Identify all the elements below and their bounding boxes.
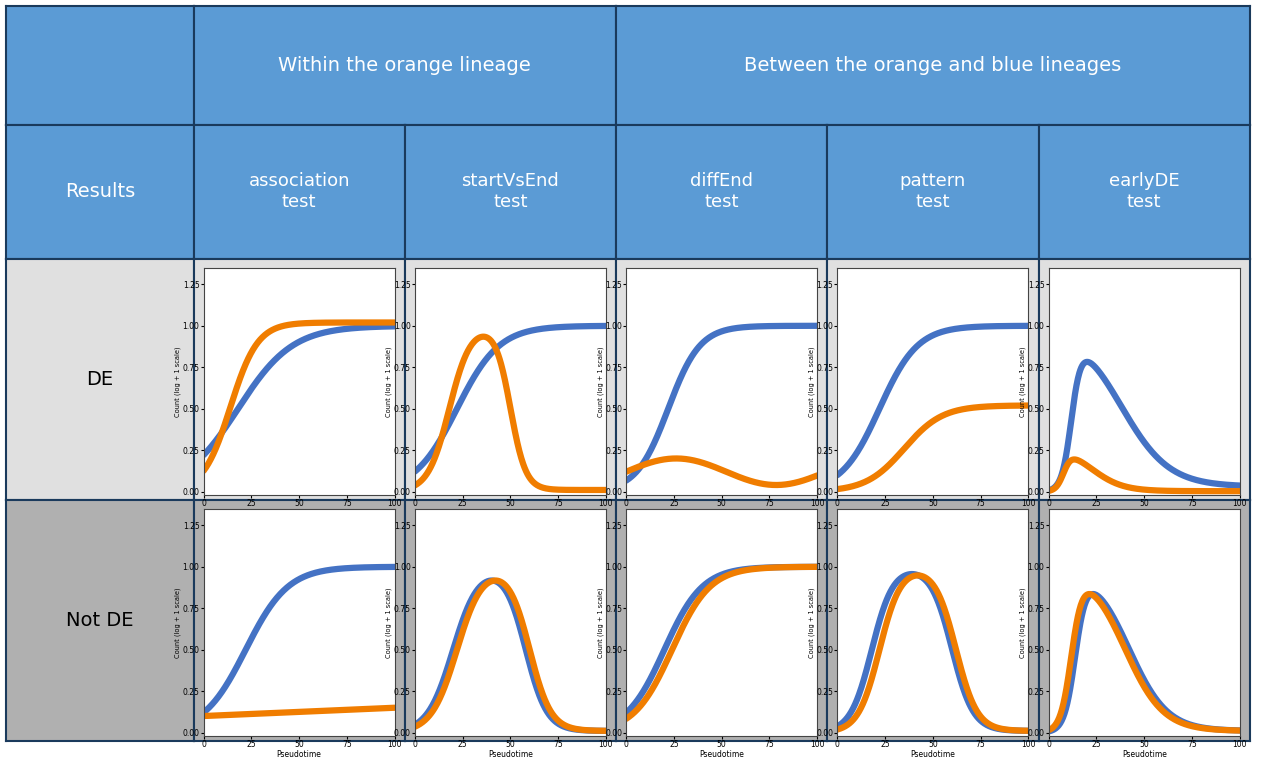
Text: startVsEnd
test: startVsEnd test	[462, 172, 559, 211]
Text: DE: DE	[86, 369, 114, 389]
X-axis label: Pseudotime: Pseudotime	[700, 509, 744, 519]
Y-axis label: Count (log + 1 scale): Count (log + 1 scale)	[597, 587, 603, 658]
Y-axis label: Count (log + 1 scale): Count (log + 1 scale)	[808, 346, 815, 417]
Y-axis label: Count (log + 1 scale): Count (log + 1 scale)	[1020, 346, 1026, 417]
Text: pattern
test: pattern test	[899, 172, 966, 211]
Text: Results: Results	[65, 182, 135, 201]
Y-axis label: Count (log + 1 scale): Count (log + 1 scale)	[175, 587, 181, 658]
X-axis label: Pseudotime: Pseudotime	[1122, 750, 1166, 760]
Text: earlyDE
test: earlyDE test	[1109, 172, 1179, 211]
Text: Between the orange and blue lineages: Between the orange and blue lineages	[744, 56, 1122, 75]
X-axis label: Pseudotime: Pseudotime	[911, 509, 955, 519]
X-axis label: Pseudotime: Pseudotime	[700, 750, 744, 760]
Text: association
test: association test	[248, 172, 350, 211]
X-axis label: Pseudotime: Pseudotime	[488, 750, 533, 760]
Y-axis label: Count (log + 1 scale): Count (log + 1 scale)	[386, 346, 392, 417]
Y-axis label: Count (log + 1 scale): Count (log + 1 scale)	[1020, 587, 1026, 658]
X-axis label: Pseudotime: Pseudotime	[1122, 509, 1166, 519]
Y-axis label: Count (log + 1 scale): Count (log + 1 scale)	[597, 346, 603, 417]
X-axis label: Pseudotime: Pseudotime	[277, 509, 321, 519]
X-axis label: Pseudotime: Pseudotime	[277, 750, 321, 760]
Text: diffEnd
test: diffEnd test	[691, 172, 753, 211]
Text: Not DE: Not DE	[66, 610, 134, 630]
X-axis label: Pseudotime: Pseudotime	[911, 750, 955, 760]
Text: Within the orange lineage: Within the orange lineage	[278, 56, 531, 75]
Y-axis label: Count (log + 1 scale): Count (log + 1 scale)	[175, 346, 181, 417]
Y-axis label: Count (log + 1 scale): Count (log + 1 scale)	[808, 587, 815, 658]
X-axis label: Pseudotime: Pseudotime	[488, 509, 533, 519]
Y-axis label: Count (log + 1 scale): Count (log + 1 scale)	[386, 587, 392, 658]
